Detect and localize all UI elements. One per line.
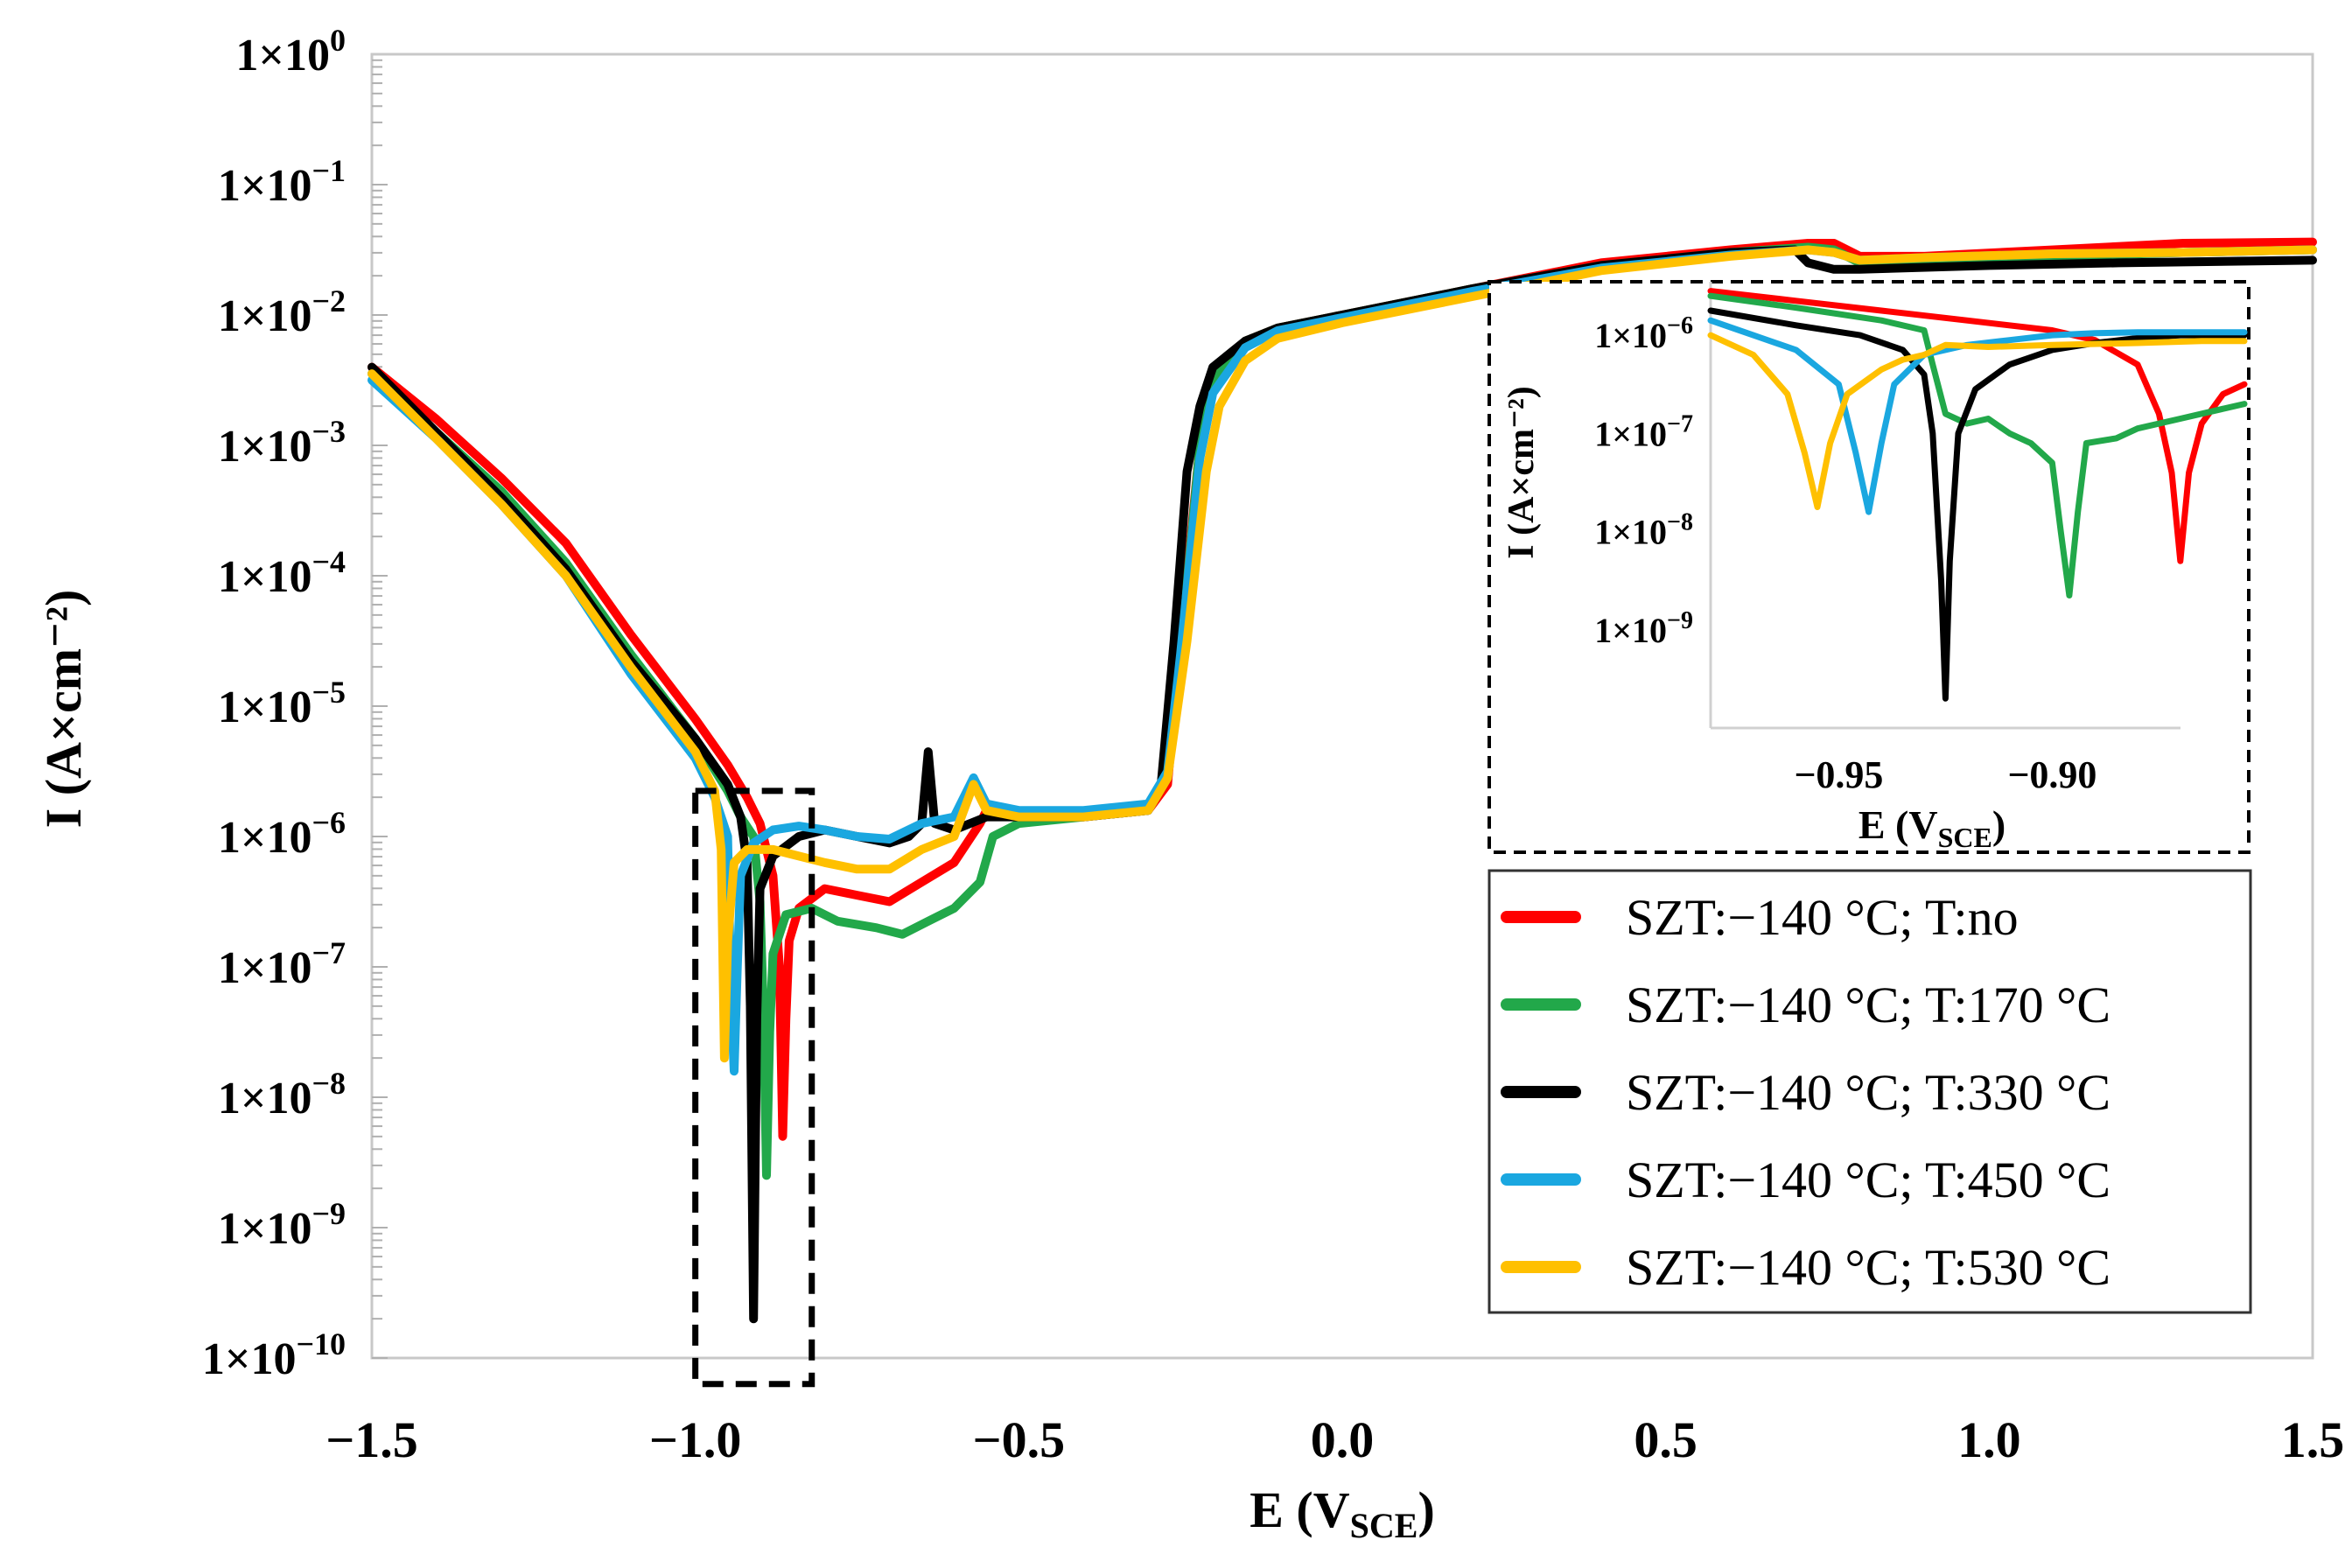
x-tick-label: −1.0 [649,1411,742,1468]
inset-x-tick-labels: −0.95 −0.90 [1794,753,2096,796]
legend-label-szt-140-c-t-no: SZT:−140 °C; T:no [1626,889,2019,946]
y-tick-label: 1×10−9 [218,1196,346,1254]
inset-y-tick-label: 1×10−7 [1594,410,1693,453]
inset-x-tick-label: −0.90 [2007,753,2096,796]
x-tick-label: 0.0 [1311,1411,1375,1468]
series-line-szt-140-c-t-530-c [368,245,2317,1063]
inset-y-tick-label: 1×10−8 [1594,509,1693,552]
legend-label-szt-140-c-t-330-c: SZT:−140 °C; T:330 °C [1626,1064,2110,1121]
y-tick-label: 1×10−8 [218,1066,346,1124]
inset-series-line-szt-140-c-t-no [1707,288,2248,564]
main-x-axis-label: E (VSCE) [1250,1481,1435,1545]
inset-series-line-szt-140-c-t-530-c [1707,332,2248,510]
inset-y-axis-label: I (A×cm⁻²) [1502,386,1542,558]
x-tick-label: −1.5 [326,1411,418,1468]
y-tick-label: 1×10−5 [218,675,346,732]
legend-frame [1488,869,2252,1314]
y-tick-label: 1×10−2 [218,284,346,341]
legend-label-szt-140-c-t-530-c: SZT:−140 °C; T:530 °C [1626,1239,2110,1296]
x-tick-label: 1.5 [2281,1411,2345,1468]
x-tick-label: 1.0 [1957,1411,2021,1468]
y-tick-label: 1×100 [235,23,346,80]
inset-x-tick-label: −0.95 [1794,753,1883,796]
y-tick-label: 1×10−4 [218,544,346,602]
inset-series-line-szt-140-c-t-170-c [1707,292,2248,598]
main-minor-ticks [372,59,388,1359]
legend-label-szt-140-c-t-450-c: SZT:−140 °C; T:450 °C [1626,1152,2110,1208]
legend: SZT:−140 °C; T:no SZT:−140 °C; T:170 °C SZ… [1488,869,2252,1314]
inset-y-tick-label: 1×10−6 [1594,312,1693,355]
legend-label-szt-140-c-t-170-c: SZT:−140 °C; T:170 °C [1626,976,2110,1033]
y-tick-label: 1×10−10 [202,1326,346,1384]
main-y-axis-label: I (A×cm⁻²) [35,590,92,829]
x-tick-label: 0.5 [1634,1411,1698,1468]
main-x-tick-labels: −1.5 −1.0 −0.5 0.0 0.5 1.0 1.5 [326,1411,2344,1468]
main-y-tick-labels: 1×100 1×10−1 1×10−2 1×10−3 1×10−4 1×10−5 1×10−… [202,23,346,1384]
inset-y-tick-label: 1×10−9 [1594,607,1693,650]
inset-chart: −0.95 −0.90 1×10−6 1×10−7 1×10−8 1×10−9 I (A… [1488,280,2250,854]
y-tick-label: 1×10−3 [218,414,346,472]
y-tick-label: 1×10−7 [218,935,346,993]
highlight-box [692,788,816,1388]
y-tick-label: 1×10−1 [218,153,346,211]
x-tick-label: −0.5 [973,1411,1066,1468]
inset-series-line-szt-140-c-t-330-c [1707,307,2248,702]
inset-x-axis-label: E (VSCE) [1858,802,2006,853]
inset-y-tick-labels: 1×10−6 1×10−7 1×10−8 1×10−9 [1594,312,1693,650]
inset-series-group [1707,288,2248,702]
y-tick-label: 1×10−6 [218,805,346,863]
inset-series-line-szt-140-c-t-450-c [1707,317,2248,515]
